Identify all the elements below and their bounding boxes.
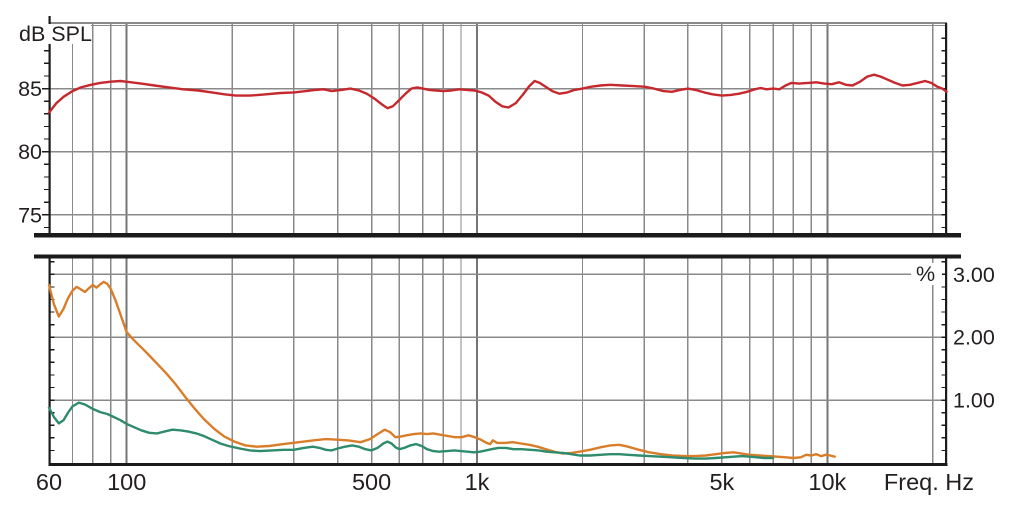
frequency-axis: [48, 463, 948, 466]
spl-ylabel-bg: [17, 24, 91, 44]
x-axis-title: Freq. Hz: [884, 469, 974, 495]
spl-ytick-label-80: 80: [18, 140, 42, 164]
spl-axis-title: dB SPL: [19, 22, 92, 46]
xtick-label-1k: 1k: [465, 469, 490, 495]
distortion-top-border: [34, 254, 961, 259]
spl-bottom-axis: [34, 233, 961, 238]
spl-right-axis: [945, 23, 948, 235]
distortion-ytick-label-2.00: 2.00: [953, 326, 995, 350]
xtick-label-5k: 5k: [709, 469, 734, 495]
distortion-axis-title: %: [916, 262, 935, 286]
xtick-label-60: 60: [36, 469, 62, 495]
xtick-label-500: 500: [352, 469, 391, 495]
distortion-ylabel-bg: [911, 263, 942, 285]
xtick-label-10k: 10k: [808, 469, 846, 495]
distortion-ytick-label-1.00: 1.00: [953, 389, 995, 413]
spl-ytick-label-85: 85: [18, 77, 42, 101]
frequency-response-curve: [47, 73, 948, 114]
distortion-ytick-label-3.00: 3.00: [953, 263, 995, 287]
distortion-right-axis: [945, 258, 948, 466]
distortion-lower-curve: [47, 401, 775, 460]
spl-ytick-label-75: 75: [18, 203, 42, 227]
xtick-label-100: 100: [107, 469, 146, 495]
spl-left-axis: [48, 16, 51, 235]
distortion-upper-curve: [47, 280, 836, 460]
distortion-left-axis: [48, 258, 51, 466]
